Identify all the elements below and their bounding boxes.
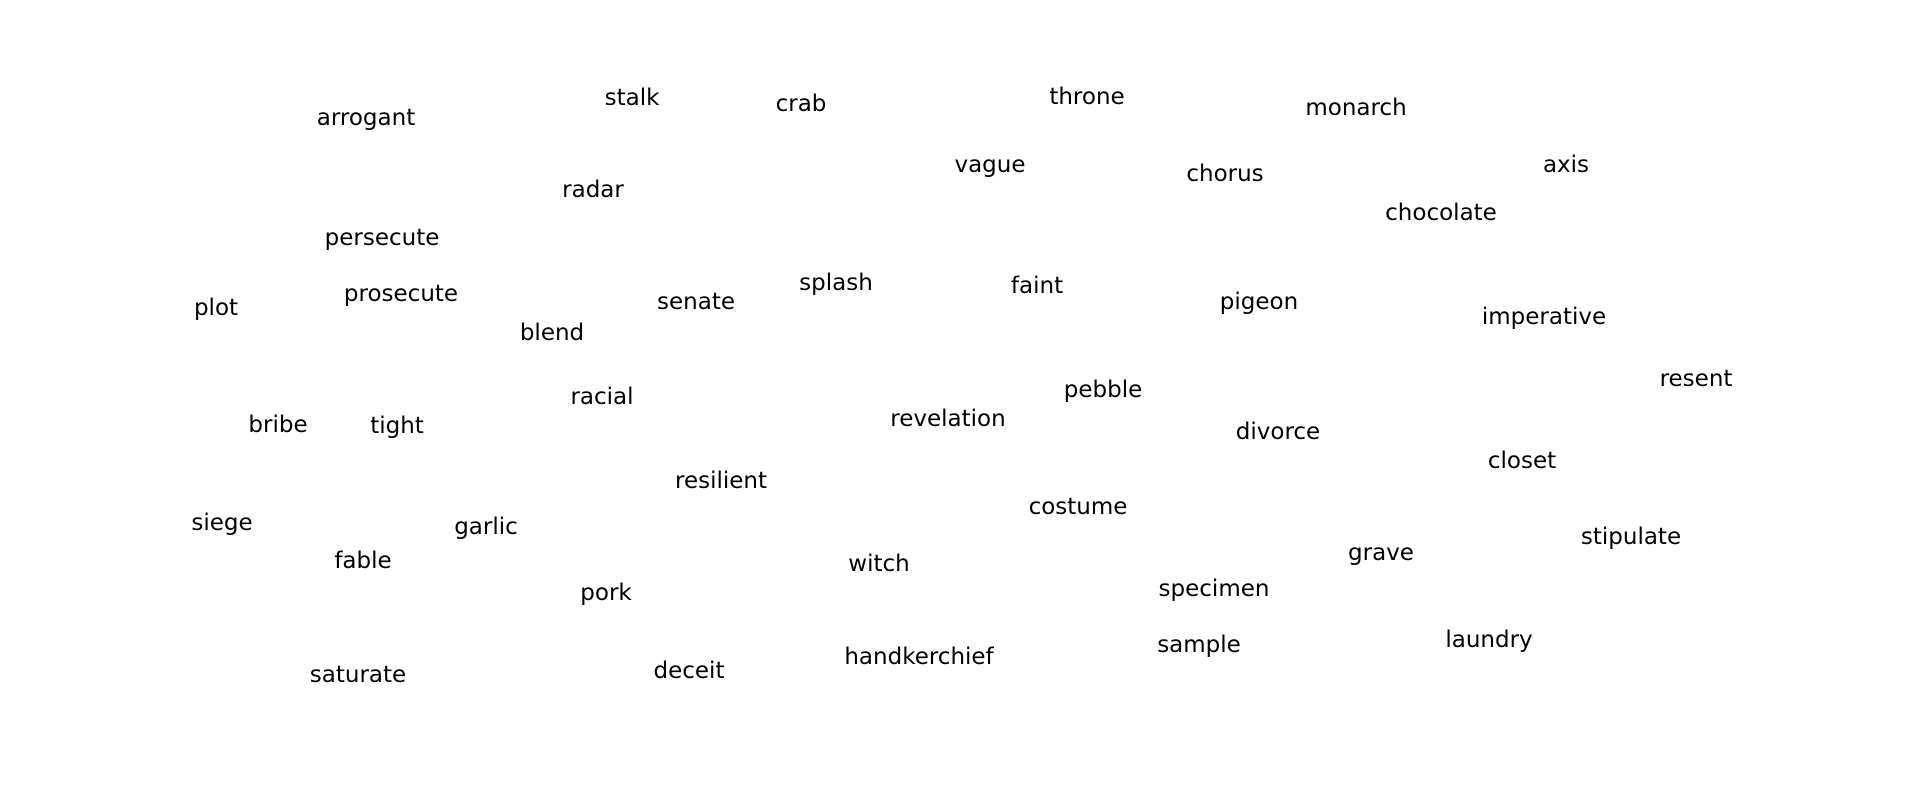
word-label: pigeon bbox=[1219, 289, 1299, 315]
word-label: splash bbox=[799, 270, 873, 296]
word-label: plot bbox=[193, 295, 239, 321]
word-label: witch bbox=[848, 551, 910, 577]
word-label: closet bbox=[1487, 448, 1557, 474]
word-label: blend bbox=[519, 320, 585, 346]
word-label: resilient bbox=[675, 468, 767, 494]
word-label: sample bbox=[1157, 632, 1241, 658]
word-label: siege bbox=[191, 510, 253, 536]
word-label: stalk bbox=[604, 85, 660, 111]
word-label: imperative bbox=[1481, 304, 1607, 330]
word-label: saturate bbox=[309, 662, 407, 688]
word-label: deceit bbox=[653, 658, 725, 684]
word-label: axis bbox=[1542, 152, 1590, 178]
word-label: throne bbox=[1049, 84, 1125, 110]
word-label: stipulate bbox=[1580, 524, 1682, 550]
word-label: garlic bbox=[454, 514, 518, 540]
word-label: senate bbox=[657, 289, 735, 315]
word-label: handkerchief bbox=[844, 644, 994, 670]
word-label: revelation bbox=[890, 406, 1006, 432]
word-label: crab bbox=[775, 91, 827, 117]
word-label: laundry bbox=[1445, 627, 1533, 653]
word-label: monarch bbox=[1305, 95, 1407, 121]
word-label: prosecute bbox=[343, 281, 459, 307]
word-label: specimen bbox=[1158, 576, 1270, 602]
word-label: arrogant bbox=[316, 105, 416, 131]
word-label: pork bbox=[580, 580, 632, 606]
word-label: costume bbox=[1028, 494, 1128, 520]
word-label: resent bbox=[1659, 366, 1733, 392]
word-label: bribe bbox=[248, 412, 308, 438]
word-label: racial bbox=[570, 384, 634, 410]
word-label: persecute bbox=[324, 225, 440, 251]
word-label: vague bbox=[954, 152, 1026, 178]
word-label: chocolate bbox=[1385, 200, 1497, 226]
word-label: pebble bbox=[1063, 377, 1143, 403]
word-label: divorce bbox=[1235, 419, 1321, 445]
word-label: chorus bbox=[1186, 161, 1264, 187]
word-label: fable bbox=[334, 548, 392, 574]
word-label: faint bbox=[1010, 273, 1064, 299]
word-label: grave bbox=[1348, 540, 1414, 566]
word-label: radar bbox=[562, 177, 624, 203]
word-label: tight bbox=[370, 413, 424, 439]
